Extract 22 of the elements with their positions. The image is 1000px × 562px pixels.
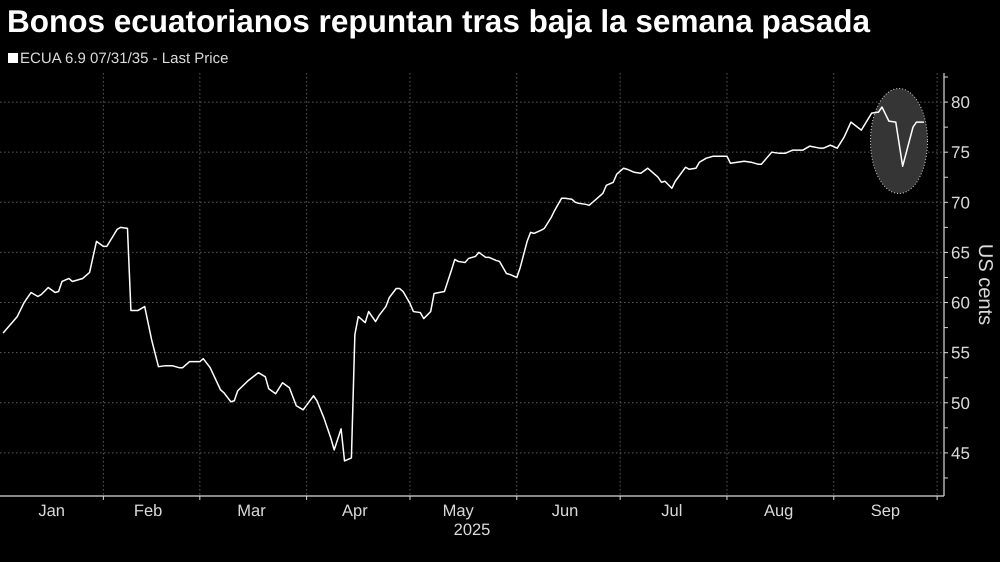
y-tick-label: 60 [951, 294, 970, 313]
x-tick-label: Jan [38, 502, 65, 520]
x-tick-label: Feb [134, 502, 162, 520]
x-tick-label: Apr [342, 502, 368, 520]
y-axis-title: US cents [974, 244, 996, 326]
y-tick-label: 65 [951, 243, 970, 262]
y-tick-label: 80 [951, 93, 970, 112]
line-series [2, 106, 924, 462]
x-tick-label: Mar [237, 502, 266, 520]
x-tick-label: Jul [661, 502, 682, 520]
y-tick-label: 55 [951, 344, 970, 363]
x-tick-label: Jun [552, 502, 578, 520]
y-tick-label: 50 [951, 394, 970, 413]
x-tick-label: May [442, 502, 475, 520]
y-tick-label: 70 [951, 193, 970, 212]
x-tick-label: Aug [764, 502, 794, 520]
chart-title: Bonos ecuatorianos repuntan tras baja la semana pasada [7, 3, 871, 39]
y-tick-label: 45 [951, 444, 970, 463]
y-tick-label: 75 [951, 143, 970, 162]
x-axis-title: 2025 [454, 521, 490, 539]
legend-label: ECUA 6.9 07/31/35 - Last Price [20, 50, 228, 67]
x-tick-label: Sep [870, 502, 900, 520]
